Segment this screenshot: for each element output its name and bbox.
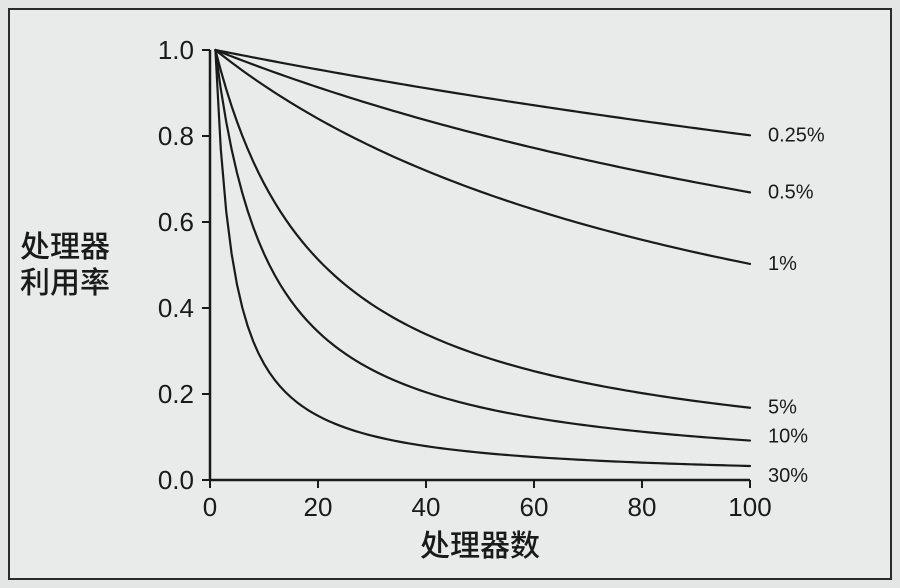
x-axis-title: 处理器数 [420, 530, 540, 563]
series-label: 0.25% [768, 124, 825, 146]
x-tick-label: 80 [628, 492, 657, 522]
series-line [215, 50, 750, 135]
y-axis-title-line2: 利用率 [20, 267, 110, 300]
page: 0.0 0.2 0.4 0.6 0.8 1.0 0 20 40 60 80 100 处理器利用率处理器数… [0, 0, 900, 588]
x-tick-label: 20 [304, 492, 333, 522]
plot-root: 0.0 0.2 0.4 0.6 0.8 1.0 0 20 40 60 80 100 处理器利用率处理器数… [20, 35, 825, 563]
series-label: 5% [768, 397, 797, 419]
series-label: 30% [768, 465, 808, 487]
y-tick-label: 0.2 [158, 379, 194, 409]
y-tick-label: 0.8 [158, 121, 194, 151]
y-axis-title-line1: 处理器 [20, 231, 110, 264]
series-line [215, 50, 750, 441]
x-tick-label: 40 [412, 492, 441, 522]
y-tick-label: 0.0 [158, 465, 194, 495]
x-tick-label: 0 [203, 492, 217, 522]
y-tick-label: 0.6 [158, 207, 194, 237]
series-line [215, 50, 750, 408]
x-tick-label: 100 [728, 492, 771, 522]
chart-frame: 0.0 0.2 0.4 0.6 0.8 1.0 0 20 40 60 80 100 处理器利用率处理器数… [8, 8, 892, 580]
series-label: 0.5% [768, 181, 814, 203]
series-line [215, 50, 750, 192]
series-label: 10% [768, 426, 808, 448]
x-tick-label: 60 [520, 492, 549, 522]
y-tick-label: 1.0 [158, 35, 194, 65]
y-tick-label: 0.4 [158, 293, 194, 323]
series-label: 1% [768, 253, 797, 275]
series-line [215, 50, 750, 466]
chart-svg: 0.0 0.2 0.4 0.6 0.8 1.0 0 20 40 60 80 100 处理器利用率处理器数… [10, 10, 890, 578]
